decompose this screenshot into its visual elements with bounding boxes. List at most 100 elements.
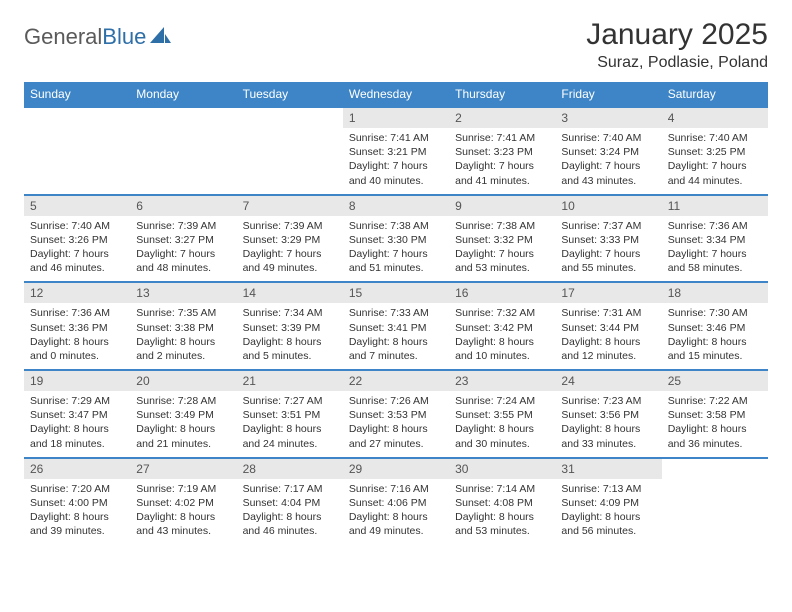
calendar-body: ...1Sunrise: 7:41 AMSunset: 3:21 PMDayli… xyxy=(24,107,768,544)
sunrise-text: Sunrise: 7:20 AM xyxy=(30,482,124,496)
calendar-week: 19Sunrise: 7:29 AMSunset: 3:47 PMDayligh… xyxy=(24,370,768,458)
day-number: 6 xyxy=(130,196,236,216)
calendar-cell: 12Sunrise: 7:36 AMSunset: 3:36 PMDayligh… xyxy=(24,282,130,370)
calendar-cell: 13Sunrise: 7:35 AMSunset: 3:38 PMDayligh… xyxy=(130,282,236,370)
sunset-text: Sunset: 3:34 PM xyxy=(668,233,762,247)
daylight-text: Daylight: 7 hours and 49 minutes. xyxy=(243,247,337,275)
day-number: 25 xyxy=(662,371,768,391)
day-details: Sunrise: 7:30 AMSunset: 3:46 PMDaylight:… xyxy=(662,303,768,369)
sunrise-text: Sunrise: 7:24 AM xyxy=(455,394,549,408)
page: GeneralBlue January 2025 Suraz, Podlasie… xyxy=(0,0,792,556)
sunset-text: Sunset: 3:29 PM xyxy=(243,233,337,247)
page-title: January 2025 xyxy=(586,18,768,52)
sunset-text: Sunset: 3:42 PM xyxy=(455,321,549,335)
calendar-cell: 10Sunrise: 7:37 AMSunset: 3:33 PMDayligh… xyxy=(555,195,661,283)
daylight-text: Daylight: 7 hours and 44 minutes. xyxy=(668,159,762,187)
sunset-text: Sunset: 3:23 PM xyxy=(455,145,549,159)
day-details: Sunrise: 7:20 AMSunset: 4:00 PMDaylight:… xyxy=(24,479,130,545)
daylight-text: Daylight: 7 hours and 46 minutes. xyxy=(30,247,124,275)
sunrise-text: Sunrise: 7:29 AM xyxy=(30,394,124,408)
calendar-cell: 29Sunrise: 7:16 AMSunset: 4:06 PMDayligh… xyxy=(343,458,449,545)
calendar-cell: 19Sunrise: 7:29 AMSunset: 3:47 PMDayligh… xyxy=(24,370,130,458)
day-details: Sunrise: 7:36 AMSunset: 3:34 PMDaylight:… xyxy=(662,216,768,282)
day-number: 17 xyxy=(555,283,661,303)
sunrise-text: Sunrise: 7:40 AM xyxy=(30,219,124,233)
calendar-week: 26Sunrise: 7:20 AMSunset: 4:00 PMDayligh… xyxy=(24,458,768,545)
sunset-text: Sunset: 3:24 PM xyxy=(561,145,655,159)
calendar-cell: 11Sunrise: 7:36 AMSunset: 3:34 PMDayligh… xyxy=(662,195,768,283)
day-number: 2 xyxy=(449,108,555,128)
day-number: 12 xyxy=(24,283,130,303)
calendar-cell: 15Sunrise: 7:33 AMSunset: 3:41 PMDayligh… xyxy=(343,282,449,370)
sunrise-text: Sunrise: 7:30 AM xyxy=(668,306,762,320)
brand-text: GeneralBlue xyxy=(24,24,146,50)
daylight-text: Daylight: 7 hours and 48 minutes. xyxy=(136,247,230,275)
daylight-text: Daylight: 8 hours and 2 minutes. xyxy=(136,335,230,363)
sunrise-text: Sunrise: 7:26 AM xyxy=(349,394,443,408)
sunset-text: Sunset: 3:38 PM xyxy=(136,321,230,335)
brand-logo: GeneralBlue xyxy=(24,18,172,50)
daylight-text: Daylight: 7 hours and 43 minutes. xyxy=(561,159,655,187)
calendar-cell: 3Sunrise: 7:40 AMSunset: 3:24 PMDaylight… xyxy=(555,107,661,195)
brand-word2: Blue xyxy=(102,24,146,49)
location-text: Suraz, Podlasie, Poland xyxy=(586,54,768,72)
sunset-text: Sunset: 4:08 PM xyxy=(455,496,549,510)
calendar-cell: 14Sunrise: 7:34 AMSunset: 3:39 PMDayligh… xyxy=(237,282,343,370)
day-details: Sunrise: 7:26 AMSunset: 3:53 PMDaylight:… xyxy=(343,391,449,457)
sail-icon xyxy=(150,25,172,50)
daylight-text: Daylight: 8 hours and 43 minutes. xyxy=(136,510,230,538)
calendar-cell: 21Sunrise: 7:27 AMSunset: 3:51 PMDayligh… xyxy=(237,370,343,458)
calendar-cell: 5Sunrise: 7:40 AMSunset: 3:26 PMDaylight… xyxy=(24,195,130,283)
day-number: 21 xyxy=(237,371,343,391)
header: GeneralBlue January 2025 Suraz, Podlasie… xyxy=(24,18,768,72)
sunrise-text: Sunrise: 7:28 AM xyxy=(136,394,230,408)
daylight-text: Daylight: 8 hours and 0 minutes. xyxy=(30,335,124,363)
day-header: Monday xyxy=(130,82,236,107)
sunset-text: Sunset: 3:51 PM xyxy=(243,408,337,422)
sunset-text: Sunset: 3:30 PM xyxy=(349,233,443,247)
daylight-text: Daylight: 7 hours and 58 minutes. xyxy=(668,247,762,275)
sunrise-text: Sunrise: 7:41 AM xyxy=(455,131,549,145)
sunrise-text: Sunrise: 7:38 AM xyxy=(455,219,549,233)
sunset-text: Sunset: 3:26 PM xyxy=(30,233,124,247)
calendar-cell: 20Sunrise: 7:28 AMSunset: 3:49 PMDayligh… xyxy=(130,370,236,458)
calendar-cell: 31Sunrise: 7:13 AMSunset: 4:09 PMDayligh… xyxy=(555,458,661,545)
day-number: 1 xyxy=(343,108,449,128)
day-number: 22 xyxy=(343,371,449,391)
daylight-text: Daylight: 8 hours and 27 minutes. xyxy=(349,422,443,450)
day-number: 31 xyxy=(555,459,661,479)
daylight-text: Daylight: 7 hours and 53 minutes. xyxy=(455,247,549,275)
sunrise-text: Sunrise: 7:40 AM xyxy=(668,131,762,145)
sunrise-text: Sunrise: 7:13 AM xyxy=(561,482,655,496)
sunset-text: Sunset: 4:09 PM xyxy=(561,496,655,510)
day-number: 9 xyxy=(449,196,555,216)
day-number: 23 xyxy=(449,371,555,391)
daylight-text: Daylight: 8 hours and 21 minutes. xyxy=(136,422,230,450)
calendar-table: SundayMondayTuesdayWednesdayThursdayFrid… xyxy=(24,82,768,544)
day-details: Sunrise: 7:32 AMSunset: 3:42 PMDaylight:… xyxy=(449,303,555,369)
sunset-text: Sunset: 3:36 PM xyxy=(30,321,124,335)
sunset-text: Sunset: 3:55 PM xyxy=(455,408,549,422)
day-details: Sunrise: 7:22 AMSunset: 3:58 PMDaylight:… xyxy=(662,391,768,457)
day-details: Sunrise: 7:38 AMSunset: 3:30 PMDaylight:… xyxy=(343,216,449,282)
daylight-text: Daylight: 8 hours and 12 minutes. xyxy=(561,335,655,363)
calendar-cell: . xyxy=(662,458,768,545)
daylight-text: Daylight: 8 hours and 18 minutes. xyxy=(30,422,124,450)
day-details: Sunrise: 7:40 AMSunset: 3:25 PMDaylight:… xyxy=(662,128,768,194)
sunset-text: Sunset: 3:32 PM xyxy=(455,233,549,247)
calendar-cell: 27Sunrise: 7:19 AMSunset: 4:02 PMDayligh… xyxy=(130,458,236,545)
calendar-cell: 30Sunrise: 7:14 AMSunset: 4:08 PMDayligh… xyxy=(449,458,555,545)
calendar-cell: 6Sunrise: 7:39 AMSunset: 3:27 PMDaylight… xyxy=(130,195,236,283)
calendar-cell: 7Sunrise: 7:39 AMSunset: 3:29 PMDaylight… xyxy=(237,195,343,283)
daylight-text: Daylight: 8 hours and 49 minutes. xyxy=(349,510,443,538)
day-number: 4 xyxy=(662,108,768,128)
sunrise-text: Sunrise: 7:38 AM xyxy=(349,219,443,233)
sunset-text: Sunset: 3:44 PM xyxy=(561,321,655,335)
sunrise-text: Sunrise: 7:36 AM xyxy=(668,219,762,233)
sunset-text: Sunset: 3:33 PM xyxy=(561,233,655,247)
sunrise-text: Sunrise: 7:37 AM xyxy=(561,219,655,233)
day-details: Sunrise: 7:40 AMSunset: 3:26 PMDaylight:… xyxy=(24,216,130,282)
calendar-cell: 26Sunrise: 7:20 AMSunset: 4:00 PMDayligh… xyxy=(24,458,130,545)
day-header: Tuesday xyxy=(237,82,343,107)
daylight-text: Daylight: 8 hours and 7 minutes. xyxy=(349,335,443,363)
